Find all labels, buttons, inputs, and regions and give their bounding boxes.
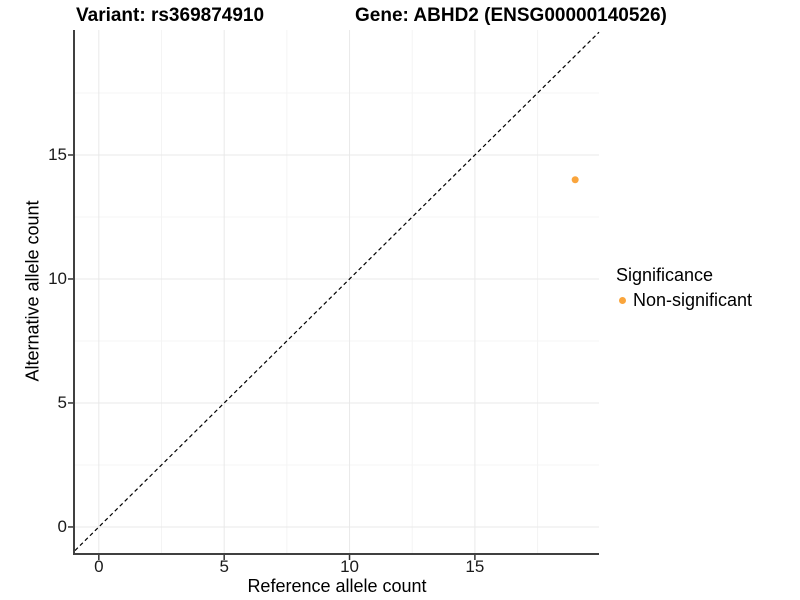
variant-title: Variant: rs369874910 bbox=[76, 5, 265, 26]
plot-panel bbox=[68, 30, 600, 560]
x-axis-title: Reference allele count bbox=[247, 576, 427, 596]
legend-point-swatch-icon bbox=[619, 296, 626, 304]
y-axis-title: Alternative allele count bbox=[22, 200, 43, 382]
legend-item: Non-significant bbox=[616, 290, 752, 310]
legend-items: Non-significant bbox=[616, 290, 752, 310]
x-tick-label: 5 bbox=[219, 557, 229, 576]
y-tick-label: 15 bbox=[48, 144, 67, 164]
legend-title: Significance bbox=[616, 265, 714, 285]
plot-canvas bbox=[68, 30, 600, 560]
gene-title: Gene: ABHD2 (ENSG00000140526) bbox=[355, 5, 667, 26]
identity-line bbox=[74, 31, 600, 551]
x-tick-label: 0 bbox=[94, 557, 104, 576]
data-point bbox=[571, 176, 579, 184]
x-tick-label: 10 bbox=[340, 557, 359, 576]
x-tick-label: 15 bbox=[465, 557, 485, 576]
legend-item-label: Non-significant bbox=[633, 290, 753, 310]
y-tick-label: 10 bbox=[48, 268, 67, 288]
legend: Significance Non-significant bbox=[616, 264, 752, 310]
y-tick-label: 0 bbox=[57, 516, 67, 536]
y-tick-label: 5 bbox=[57, 392, 67, 412]
